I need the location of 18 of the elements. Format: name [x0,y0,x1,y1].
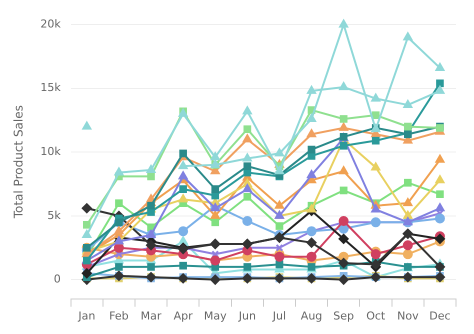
x-tick-label: Aug [300,309,322,322]
x-tick-label: May [204,309,228,322]
y-tick-label: 0 [54,272,61,286]
y-axis-title: Total Product Sales [11,105,26,220]
x-tick-label: Oct [366,309,386,322]
x-tick-label: Jan [77,309,96,322]
y-tick-label: 10k [40,144,62,158]
x-tick-label: Apr [174,309,194,322]
y-tick-label: 5k [47,208,62,222]
x-tick-label: Jul [272,309,286,322]
y-tick-label: 15k [40,81,62,94]
x-tick-label: Feb [109,309,129,322]
x-tick-label: Dec [429,309,451,322]
x-tick-label: Nov [397,309,420,322]
y-tick-label: 20k [40,17,62,30]
x-tick-label: Mar [140,309,162,322]
x-tick-label: Jun [238,309,256,322]
x-tick-label: Sep [333,309,354,322]
